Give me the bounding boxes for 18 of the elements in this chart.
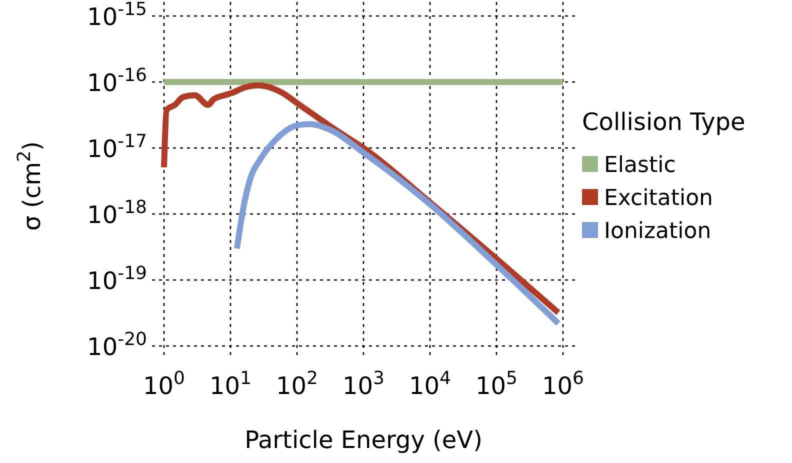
legend-title: Collision Type	[582, 108, 746, 136]
y-tick-label: 10$^{-19}$	[87, 262, 147, 295]
x-axis-title: Particle Energy (eV)	[244, 426, 482, 454]
y-tick-label: 10$^{-20}$	[87, 328, 147, 361]
y-tick-label: 10$^{-15}$	[87, 0, 147, 31]
legend-label: Ionization	[604, 219, 712, 244]
x-tick-label: 10$^{1}$	[210, 368, 252, 400]
x-tick-label: 10$^{2}$	[276, 368, 318, 400]
legend-label: Excitation	[604, 186, 713, 211]
y-tick-label: 10$^{-18}$	[87, 196, 147, 229]
y-tick-label: 10$^{-16}$	[87, 64, 147, 97]
y-tick-label: 10$^{-17}$	[87, 130, 147, 163]
x-tick-label: 10$^{4}$	[409, 368, 451, 400]
x-tick-label: 10$^{6}$	[542, 368, 584, 400]
legend-label: Elastic	[604, 153, 676, 178]
x-tick-label: 10$^{3}$	[342, 368, 384, 400]
x-tick-label: 10$^{0}$	[143, 368, 185, 400]
x-tick-label: 10$^{5}$	[476, 368, 518, 400]
